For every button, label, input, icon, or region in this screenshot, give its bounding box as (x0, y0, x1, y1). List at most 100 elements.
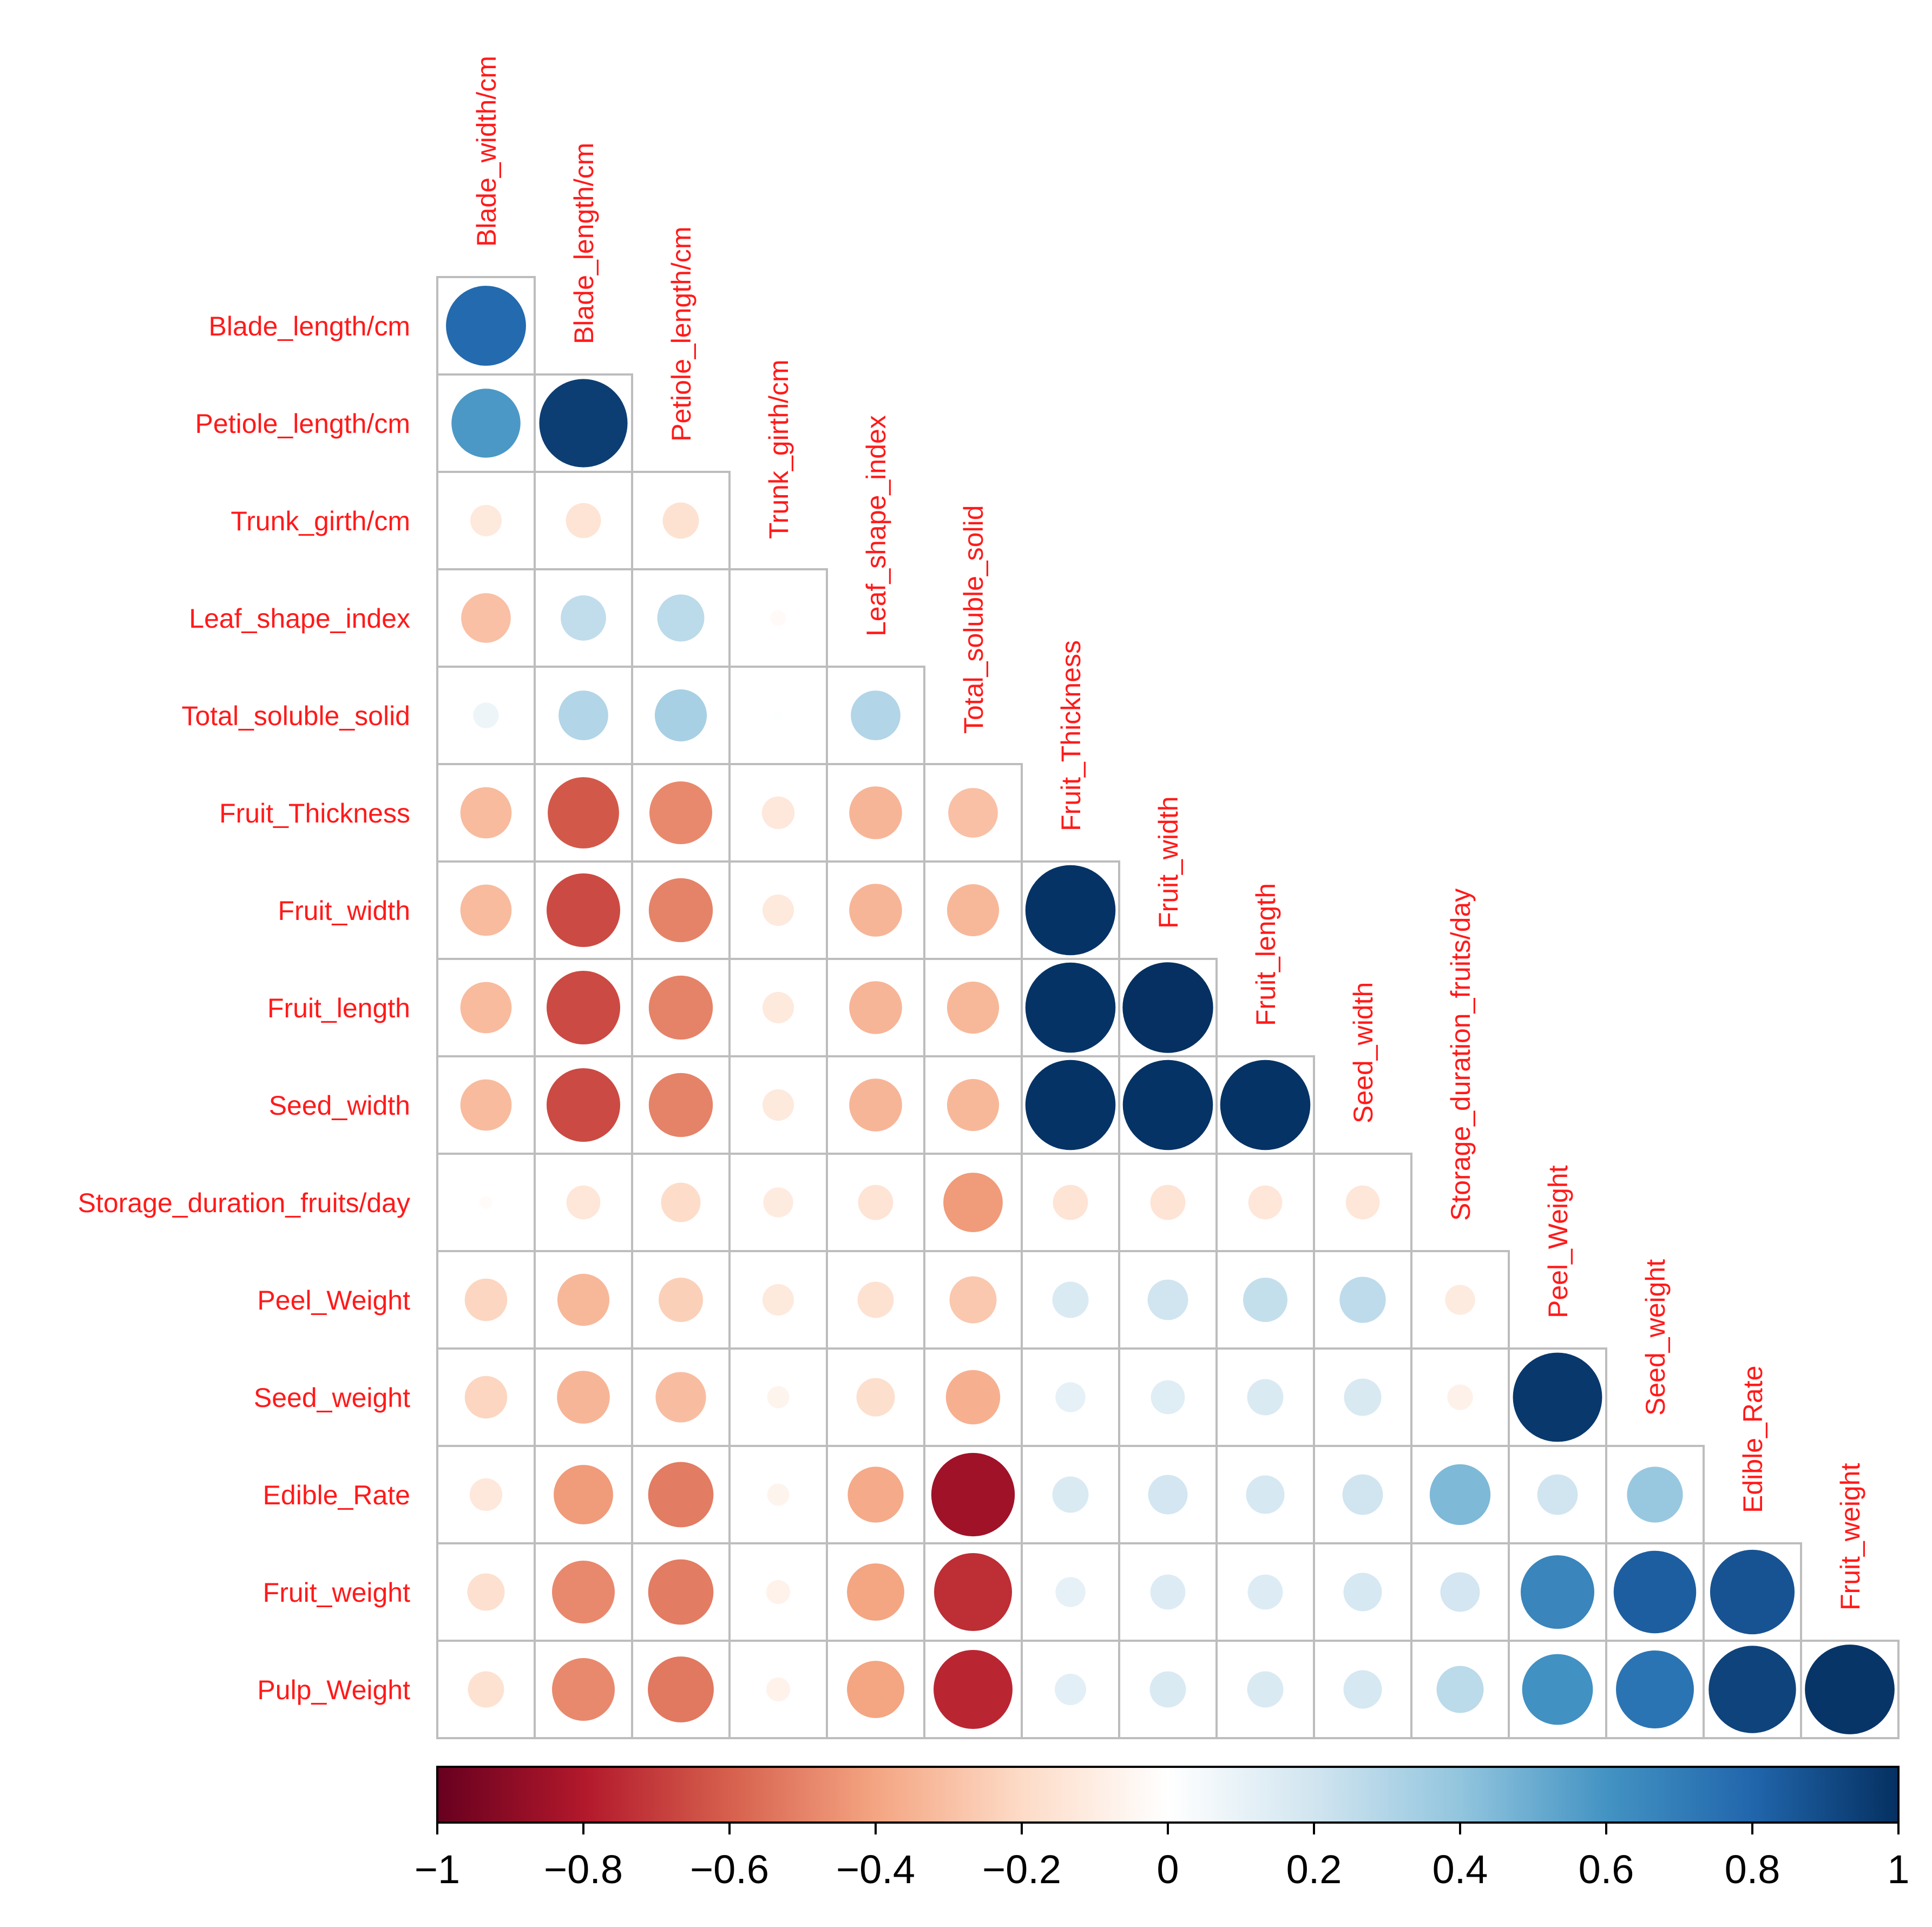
corr-circle-r8-c2 (648, 1073, 713, 1137)
corr-circle-r7-c4 (849, 981, 902, 1034)
corr-circle-r8-c6 (1025, 1060, 1116, 1150)
corr-circle-r14-c5 (934, 1650, 1013, 1729)
corr-circle-r11-c10 (1447, 1384, 1473, 1410)
corr-circle-r13-c4 (847, 1563, 904, 1621)
corr-circle-r13-c0 (467, 1573, 505, 1611)
corr-circle-r8-c3 (763, 1089, 794, 1121)
corr-circle-r10-c1 (557, 1273, 610, 1326)
colorbar-tick-label: 1 (1887, 1847, 1909, 1892)
corr-circle-r7-c5 (947, 981, 1000, 1034)
corr-circle-r9-c4 (858, 1185, 893, 1220)
corr-circle-r9-c9 (1345, 1185, 1380, 1220)
corr-circle-r12-c8 (1246, 1475, 1285, 1514)
corr-circle-r10-c10 (1445, 1285, 1475, 1315)
corr-circle-r12-c11 (1537, 1474, 1578, 1515)
corr-circle-r14-c1 (552, 1658, 615, 1721)
corr-circle-r10-c3 (763, 1284, 794, 1316)
corr-circle-r3-c3 (770, 610, 786, 626)
column-labels: Blade_width/cm Blade_length/cm Petiole_len… (471, 56, 1865, 1610)
corr-circle-r7-c6 (1025, 962, 1116, 1053)
corr-circle-r9-c6 (1053, 1185, 1088, 1220)
corr-circle-r13-c10 (1440, 1572, 1480, 1612)
colorbar-tick-label: 0.2 (1286, 1847, 1342, 1892)
corr-circle-r8-c1 (547, 1068, 620, 1142)
corr-circle-r9-c0 (479, 1196, 492, 1209)
corr-circle-r5-c4 (849, 786, 902, 839)
corr-circle-r10-c2 (658, 1277, 704, 1323)
row-label: Fruit_width (278, 896, 410, 926)
corr-circle-r11-c11 (1513, 1352, 1602, 1442)
corr-circle-r5-c3 (761, 796, 795, 830)
row-label: Seed_width (269, 1090, 410, 1121)
colorbar-tick-label: −1 (415, 1847, 460, 1892)
corr-circle-r2-c1 (566, 503, 601, 538)
colorbar-tick-label: 0.8 (1725, 1847, 1780, 1892)
colorbar: −1 −0.8 −0.6 −0.4 −0.2 0 0.2 0.4 0.6 0.8 1 (415, 1766, 1910, 1892)
corr-circle-r12-c0 (469, 1478, 503, 1511)
corr-circle-r10-c4 (857, 1281, 894, 1318)
corr-circle-r10-c6 (1052, 1281, 1089, 1318)
corr-circle-r13-c9 (1343, 1573, 1382, 1612)
column-label: Fruit_Thickness (1056, 640, 1086, 831)
corr-circle-r9-c7 (1150, 1185, 1186, 1220)
corr-circle-r11-c7 (1151, 1380, 1185, 1415)
column-label: Peel_Weight (1543, 1165, 1573, 1318)
corr-circle-r11-c6 (1055, 1382, 1086, 1412)
column-label: Total_soluble_solid (958, 505, 989, 734)
corr-circle-r7-c2 (648, 975, 713, 1040)
corr-circle-r5-c5 (948, 788, 998, 838)
corr-circle-r6-c2 (648, 878, 713, 943)
column-label: Blade_width/cm (471, 56, 502, 247)
corr-circle-r14-c12 (1615, 1650, 1694, 1729)
corr-circle-r14-c3 (766, 1677, 791, 1702)
corr-circle-r11-c5 (945, 1370, 1001, 1425)
row-label: Storage_duration_fruits/day (78, 1188, 410, 1218)
row-label: Trunk_girth/cm (231, 506, 410, 536)
corr-circle-r1-c0 (451, 389, 521, 458)
colorbar-tick-label: 0.6 (1579, 1847, 1634, 1892)
corr-circle-r10-c8 (1243, 1277, 1288, 1323)
corr-circle-r13-c8 (1247, 1574, 1283, 1610)
row-label: Fruit_length (267, 993, 410, 1023)
corr-circle-r14-c2 (648, 1656, 714, 1722)
corr-circle-r14-c0 (468, 1671, 504, 1708)
row-label: Total_soluble_solid (181, 701, 410, 731)
corr-circle-r14-c7 (1149, 1671, 1186, 1708)
corr-circle-r8-c8 (1220, 1060, 1311, 1150)
corr-circle-r11-c1 (557, 1371, 610, 1424)
corr-circle-r9-c1 (566, 1185, 601, 1220)
corr-circle-r6-c1 (547, 873, 620, 947)
cell-grid (436, 276, 1900, 1739)
corr-circle-r4-c4 (851, 690, 901, 740)
cell-box (1800, 1640, 1900, 1739)
colorbar-tick-label: −0.4 (836, 1847, 915, 1892)
corr-circle-r6-c4 (849, 884, 902, 937)
corr-circle-r0-c0 (446, 286, 526, 366)
corr-circle-r11-c8 (1247, 1379, 1284, 1416)
corr-circle-r7-c7 (1122, 962, 1213, 1053)
corr-circle-r8-c7 (1122, 1060, 1213, 1150)
corr-circle-r12-c7 (1148, 1475, 1188, 1515)
corr-circle-r13-c2 (648, 1559, 714, 1625)
column-label: Edible_Rate (1738, 1366, 1768, 1513)
corr-circle-r9-c3 (763, 1187, 793, 1218)
row-label: Seed_weight (254, 1383, 410, 1413)
corr-circle-r10-c5 (949, 1276, 997, 1324)
corr-circle-r7-c3 (763, 992, 794, 1023)
corr-circle-r14-c8 (1247, 1671, 1284, 1708)
corr-circle-r6-c0 (460, 884, 512, 936)
corr-circle-r13-c1 (552, 1561, 615, 1623)
corr-circle-r12-c2 (648, 1462, 714, 1528)
corr-circle-r13-c6 (1055, 1577, 1086, 1607)
column-label: Fruit_length (1251, 883, 1281, 1026)
corr-circle-r5-c0 (460, 787, 512, 839)
corr-circle-r12-c9 (1342, 1474, 1383, 1515)
corr-circle-r7-c1 (547, 971, 620, 1044)
corr-circle-r9-c2 (661, 1182, 701, 1222)
corr-circle-r12-c6 (1052, 1476, 1089, 1513)
corr-circle-r8-c0 (460, 1079, 512, 1131)
corr-circle-r11-c2 (655, 1372, 706, 1423)
corr-circle-r5-c2 (649, 781, 712, 844)
corr-circle-r12-c3 (767, 1483, 790, 1506)
corr-circle-r6-c3 (763, 895, 794, 926)
